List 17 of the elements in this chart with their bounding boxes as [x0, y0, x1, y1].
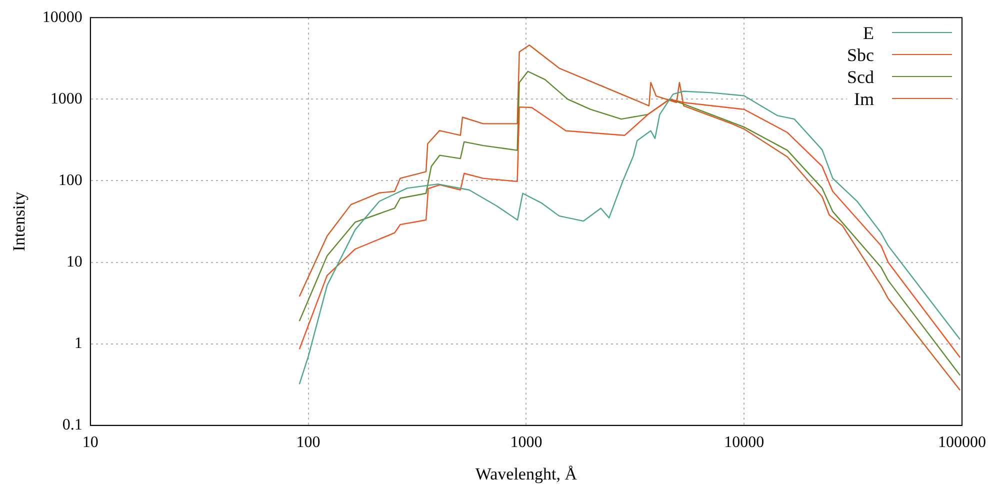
legend-label: Im — [854, 88, 874, 110]
y-tick-label: 1 — [74, 335, 82, 352]
y-tick-label: 0.1 — [62, 416, 82, 434]
legend-label: Scd — [847, 66, 874, 88]
x-tick-label: 10 — [82, 434, 98, 452]
x-tick-label: 100000 — [938, 434, 986, 452]
y-tick-label: 10000 — [42, 8, 82, 26]
legend-label: Sbc — [847, 44, 874, 66]
y-tick-label: 100 — [58, 172, 82, 189]
y-axis-title: Intensity — [10, 191, 29, 252]
legend-label: E — [863, 22, 874, 44]
x-axis-title: Wavelenght, Å — [475, 464, 578, 484]
x-tick-label: 100 — [296, 434, 320, 452]
y-tick-label: 10 — [66, 253, 82, 270]
x-tick-label: 10000 — [724, 434, 764, 452]
x-tick-label: 1000 — [510, 434, 542, 452]
y-tick-label: 1000 — [50, 90, 82, 108]
